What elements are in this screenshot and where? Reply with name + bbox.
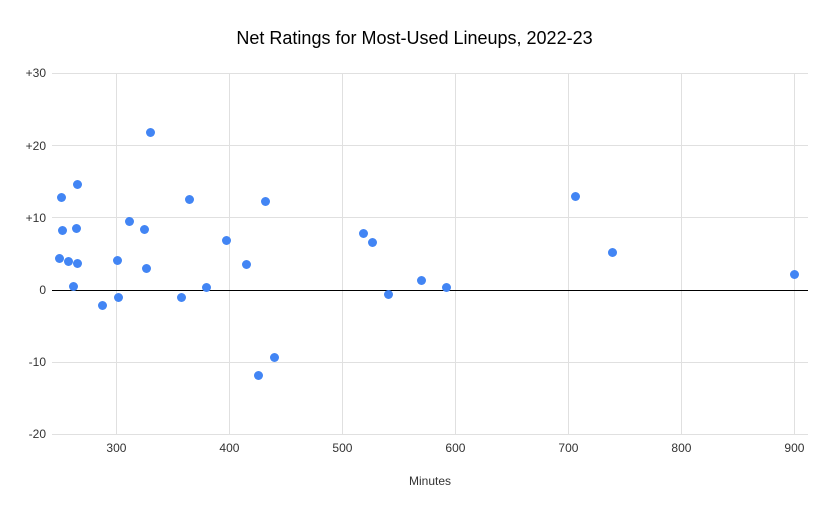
data-point xyxy=(221,235,231,245)
vertical-gridline xyxy=(454,73,456,435)
chart-title: Net Ratings for Most-Used Lineups, 2022-… xyxy=(236,28,593,48)
data-point xyxy=(185,195,195,205)
zero-axis-line xyxy=(52,289,808,291)
vertical-gridline xyxy=(341,73,343,435)
x-tick-label: 800 xyxy=(671,441,692,455)
data-point xyxy=(113,255,123,265)
data-point xyxy=(98,300,108,310)
data-point xyxy=(202,282,212,292)
y-tick-label: +30 xyxy=(25,66,46,81)
data-point xyxy=(359,229,369,239)
data-point xyxy=(72,224,82,234)
data-point xyxy=(56,193,66,203)
y-tick-label: -20 xyxy=(28,427,46,442)
data-point xyxy=(608,247,617,257)
data-point xyxy=(73,258,83,268)
horizontal-gridline xyxy=(52,433,808,435)
data-point xyxy=(145,128,155,138)
x-tick-label: 700 xyxy=(558,441,579,455)
data-point xyxy=(177,292,187,302)
x-tick-label: 400 xyxy=(219,441,240,455)
y-tick-label: +20 xyxy=(25,138,46,153)
x-tick-label: 900 xyxy=(784,441,805,455)
y-tick-label: 0 xyxy=(39,283,46,297)
data-point xyxy=(789,269,799,279)
vertical-gridline xyxy=(115,73,117,435)
data-point xyxy=(384,289,394,299)
data-point xyxy=(241,259,251,269)
data-point xyxy=(570,192,580,202)
data-point xyxy=(270,352,280,362)
horizontal-gridline xyxy=(52,145,808,147)
data-point xyxy=(254,371,264,381)
data-point xyxy=(114,293,124,303)
data-point xyxy=(68,281,78,291)
y-tick-label: -10 xyxy=(28,355,46,370)
data-point xyxy=(368,237,378,247)
vertical-gridline xyxy=(567,73,569,435)
x-tick-label: 600 xyxy=(445,441,466,455)
vertical-gridline xyxy=(228,73,230,435)
x-tick-label: 500 xyxy=(332,441,353,455)
data-point xyxy=(64,257,74,267)
horizontal-gridline xyxy=(52,72,808,74)
x-axis-title: Minutes xyxy=(408,474,452,488)
data-point xyxy=(55,254,65,264)
data-point xyxy=(441,282,451,292)
data-point xyxy=(73,180,83,190)
y-tick-label: +10 xyxy=(25,210,46,225)
horizontal-gridline xyxy=(52,217,808,219)
x-tick-label: 300 xyxy=(106,441,127,455)
data-point xyxy=(125,216,135,226)
data-point xyxy=(57,226,67,236)
horizontal-gridline xyxy=(52,361,808,363)
data-point xyxy=(261,196,271,206)
vertical-gridline xyxy=(680,73,682,435)
data-point xyxy=(142,263,152,273)
data-point xyxy=(417,276,427,286)
vertical-gridline xyxy=(793,73,795,435)
data-point xyxy=(140,224,150,234)
